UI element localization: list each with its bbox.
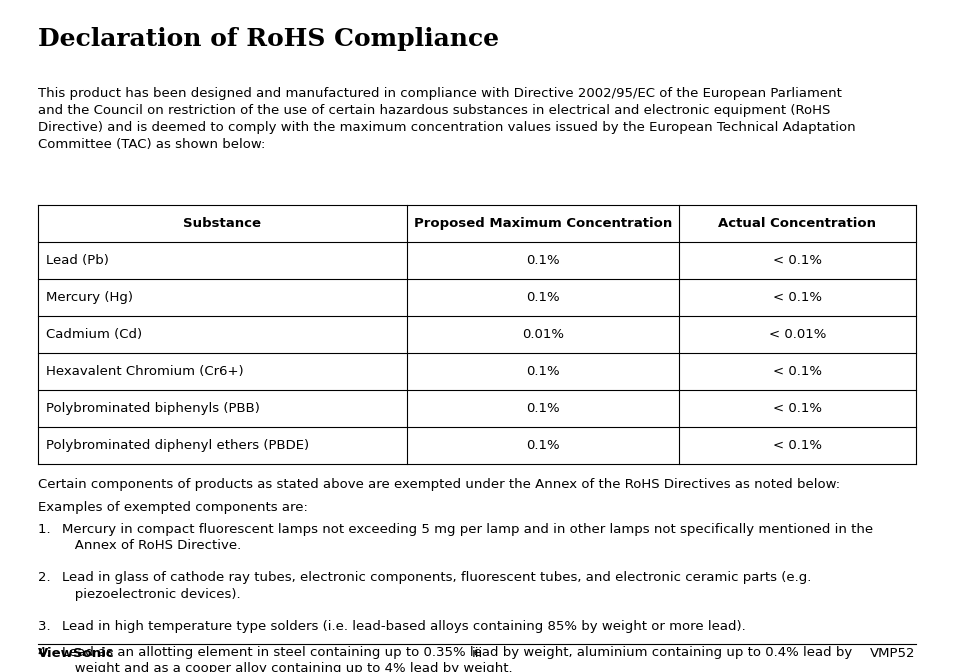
Text: Polybrominated diphenyl ethers (PBDE): Polybrominated diphenyl ethers (PBDE)	[46, 439, 309, 452]
Text: < 0.1%: < 0.1%	[772, 365, 821, 378]
Text: VMP52: VMP52	[869, 647, 915, 660]
Text: 4.: 4.	[38, 646, 55, 659]
Text: Actual Concentration: Actual Concentration	[718, 217, 876, 230]
Text: 2.: 2.	[38, 571, 55, 584]
Text: Proposed Maximum Concentration: Proposed Maximum Concentration	[414, 217, 671, 230]
Text: Cadmium (Cd): Cadmium (Cd)	[46, 328, 142, 341]
Text: Certain components of products as stated above are exempted under the Annex of t: Certain components of products as stated…	[38, 478, 840, 491]
Text: Substance: Substance	[183, 217, 261, 230]
Text: Polybrominated biphenyls (PBB): Polybrominated biphenyls (PBB)	[46, 402, 259, 415]
Text: < 0.1%: < 0.1%	[772, 439, 821, 452]
Text: This product has been designed and manufactured in compliance with Directive 200: This product has been designed and manuf…	[38, 87, 855, 151]
Text: 0.1%: 0.1%	[525, 291, 559, 304]
Text: 0.1%: 0.1%	[525, 439, 559, 452]
Text: Lead in glass of cathode ray tubes, electronic components, fluorescent tubes, an: Lead in glass of cathode ray tubes, elec…	[62, 571, 811, 601]
Text: Declaration of RoHS Compliance: Declaration of RoHS Compliance	[38, 27, 498, 51]
Text: 3.: 3.	[38, 620, 55, 632]
Text: 0.1%: 0.1%	[525, 254, 559, 267]
Text: < 0.1%: < 0.1%	[772, 291, 821, 304]
Text: ViewSonic: ViewSonic	[38, 647, 114, 660]
Text: Lead in high temperature type solders (i.e. lead-based alloys containing 85% by : Lead in high temperature type solders (i…	[62, 620, 745, 632]
Text: 0.01%: 0.01%	[521, 328, 563, 341]
Text: Mercury in compact fluorescent lamps not exceeding 5 mg per lamp and in other la: Mercury in compact fluorescent lamps not…	[62, 523, 872, 552]
Text: < 0.1%: < 0.1%	[772, 402, 821, 415]
Text: 0.1%: 0.1%	[525, 365, 559, 378]
Text: 1.: 1.	[38, 523, 55, 536]
Text: Lead (Pb): Lead (Pb)	[46, 254, 109, 267]
Text: Hexavalent Chromium (Cr6+): Hexavalent Chromium (Cr6+)	[46, 365, 243, 378]
Text: Lead as an allotting element in steel containing up to 0.35% lead by weight, alu: Lead as an allotting element in steel co…	[62, 646, 851, 672]
Text: Examples of exempted components are:: Examples of exempted components are:	[38, 501, 308, 513]
Text: Mercury (Hg): Mercury (Hg)	[46, 291, 132, 304]
Text: < 0.01%: < 0.01%	[768, 328, 825, 341]
Text: iii: iii	[471, 647, 482, 660]
Text: 0.1%: 0.1%	[525, 402, 559, 415]
Text: < 0.1%: < 0.1%	[772, 254, 821, 267]
